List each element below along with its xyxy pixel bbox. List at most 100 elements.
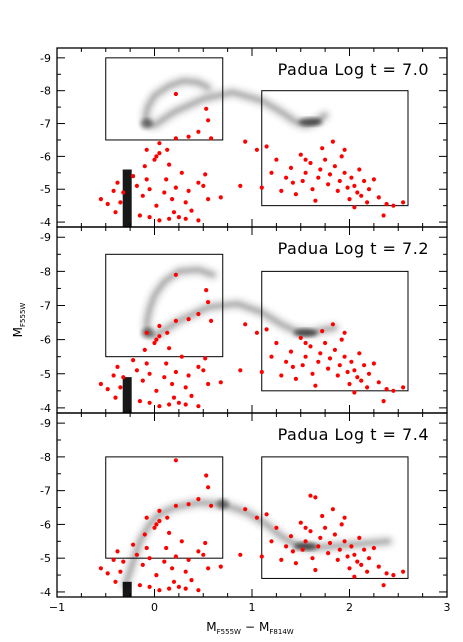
y-tick-label: -4 <box>40 216 51 229</box>
data-point <box>401 385 406 390</box>
panel-title: Padua Log t = 7.4 <box>278 425 429 444</box>
data-point <box>326 182 331 187</box>
isochrone-track <box>142 265 340 341</box>
y-axis-label: MF555W <box>11 303 27 338</box>
data-point <box>401 569 406 574</box>
data-point <box>310 371 315 376</box>
data-point <box>238 183 243 188</box>
chart-panel-2: -4 -5 -6 -7 -8 -9 Padua Log t = 7.2 <box>40 226 448 415</box>
data-point <box>183 402 188 407</box>
data-point <box>171 395 177 400</box>
y-tick-label: -4 <box>40 402 51 415</box>
y-tick-label: -6 <box>40 150 51 163</box>
data-point <box>179 539 184 544</box>
data-point <box>293 192 298 197</box>
data-point <box>209 136 214 141</box>
isochrone-track-core <box>123 501 390 587</box>
red-clump <box>298 117 323 126</box>
data-point <box>167 530 172 536</box>
data-point <box>186 502 191 507</box>
data-point <box>183 200 188 205</box>
data-point <box>366 187 372 192</box>
data-point <box>176 400 181 405</box>
data-point <box>157 323 162 329</box>
data-point <box>313 495 318 500</box>
data-point <box>391 388 396 393</box>
data-point <box>170 566 175 571</box>
data-point <box>115 549 120 554</box>
data-point <box>173 369 178 375</box>
data-point <box>203 540 208 546</box>
data-point <box>113 210 118 215</box>
panel-title: Padua Log t = 7.0 <box>278 60 429 79</box>
data-point <box>105 201 110 207</box>
selection-box-1 <box>105 253 224 358</box>
y-tick-label: -7 <box>40 118 51 131</box>
y-tick-label: -8 <box>40 451 51 464</box>
data-point <box>337 547 342 552</box>
data-point <box>173 272 178 277</box>
data-point <box>238 368 243 373</box>
data-point <box>345 554 350 559</box>
data-point <box>371 361 376 366</box>
data-point <box>142 347 147 352</box>
data-point <box>147 556 152 561</box>
data-point <box>137 399 142 404</box>
data-point <box>186 373 191 378</box>
data-point <box>254 330 259 335</box>
data-point <box>118 200 123 205</box>
data-point <box>365 569 370 574</box>
data-point <box>140 193 145 198</box>
data-point <box>384 571 389 576</box>
data-point <box>284 359 289 364</box>
data-point <box>274 525 279 530</box>
data-point <box>279 188 284 193</box>
data-point <box>347 381 352 387</box>
data-point <box>186 134 191 139</box>
data-point <box>165 515 170 520</box>
data-point <box>176 215 181 220</box>
data-point <box>204 288 209 293</box>
data-point <box>206 300 211 305</box>
data-point <box>318 351 323 356</box>
data-point <box>164 545 169 551</box>
data-point <box>173 185 178 190</box>
data-point <box>165 330 170 335</box>
data-point <box>157 151 162 156</box>
data-point <box>391 203 396 208</box>
data-point <box>342 539 347 544</box>
data-point <box>288 349 294 354</box>
data-point <box>162 559 167 564</box>
data-point <box>131 174 136 179</box>
data-point <box>352 552 357 557</box>
data-point <box>189 208 194 213</box>
data-point <box>147 371 152 376</box>
data-point <box>171 579 177 584</box>
data-point <box>113 395 118 400</box>
data-point <box>186 188 191 193</box>
data-point <box>115 180 120 185</box>
data-point <box>152 157 157 162</box>
data-point <box>196 549 201 554</box>
y-tick-label: -6 <box>40 518 51 531</box>
data-point <box>342 147 347 152</box>
data-point <box>357 351 362 356</box>
data-point <box>308 344 313 349</box>
data-point <box>201 552 206 557</box>
data-point <box>254 515 259 520</box>
data-point <box>179 170 184 175</box>
data-point <box>121 190 126 195</box>
data-point <box>349 175 354 180</box>
data-point <box>189 578 194 583</box>
data-point <box>98 381 103 387</box>
data-point <box>179 354 184 359</box>
data-point <box>170 197 175 202</box>
data-point <box>218 564 223 569</box>
data-point <box>171 210 177 215</box>
data-point <box>183 569 188 574</box>
data-point <box>157 334 162 339</box>
data-point <box>98 197 103 202</box>
data-point <box>310 556 315 561</box>
data-point <box>98 566 103 571</box>
data-point <box>243 507 248 512</box>
